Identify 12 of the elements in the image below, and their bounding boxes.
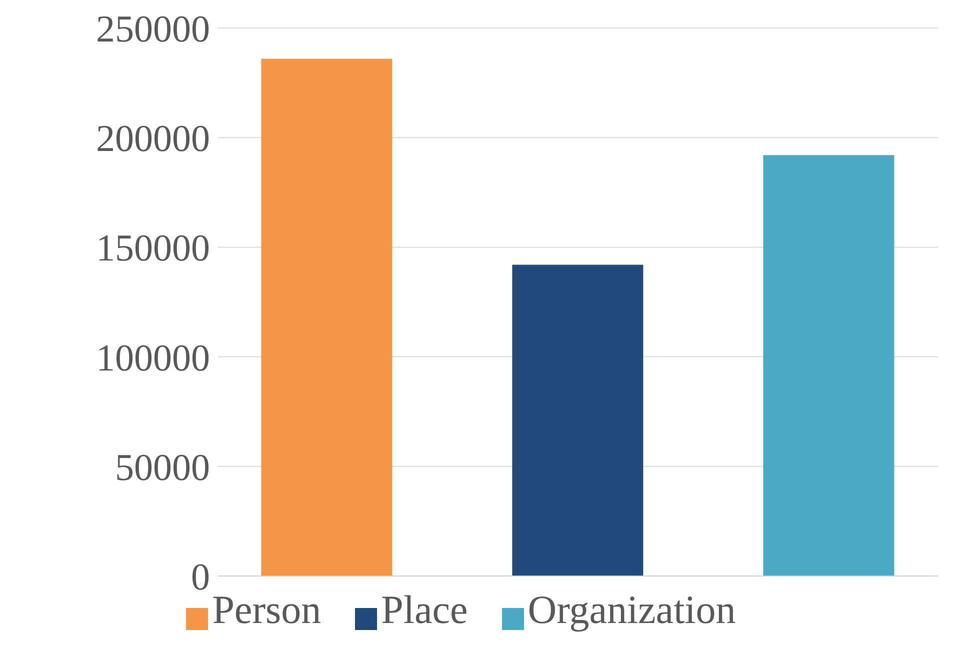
- legend-label: Organization: [528, 587, 736, 632]
- legend-label: Person: [212, 587, 322, 632]
- bar: [512, 264, 644, 576]
- bar: [763, 155, 894, 576]
- y-tick-label: 200000: [96, 118, 210, 160]
- y-tick-label: 250000: [96, 8, 210, 50]
- y-tick-label: 0: [191, 556, 210, 598]
- legend-label: Place: [381, 587, 468, 632]
- y-tick-label: 50000: [115, 446, 210, 489]
- y-tick-label: 100000: [96, 337, 210, 380]
- y-tick-label: 150000: [96, 228, 210, 270]
- bar: [261, 58, 392, 576]
